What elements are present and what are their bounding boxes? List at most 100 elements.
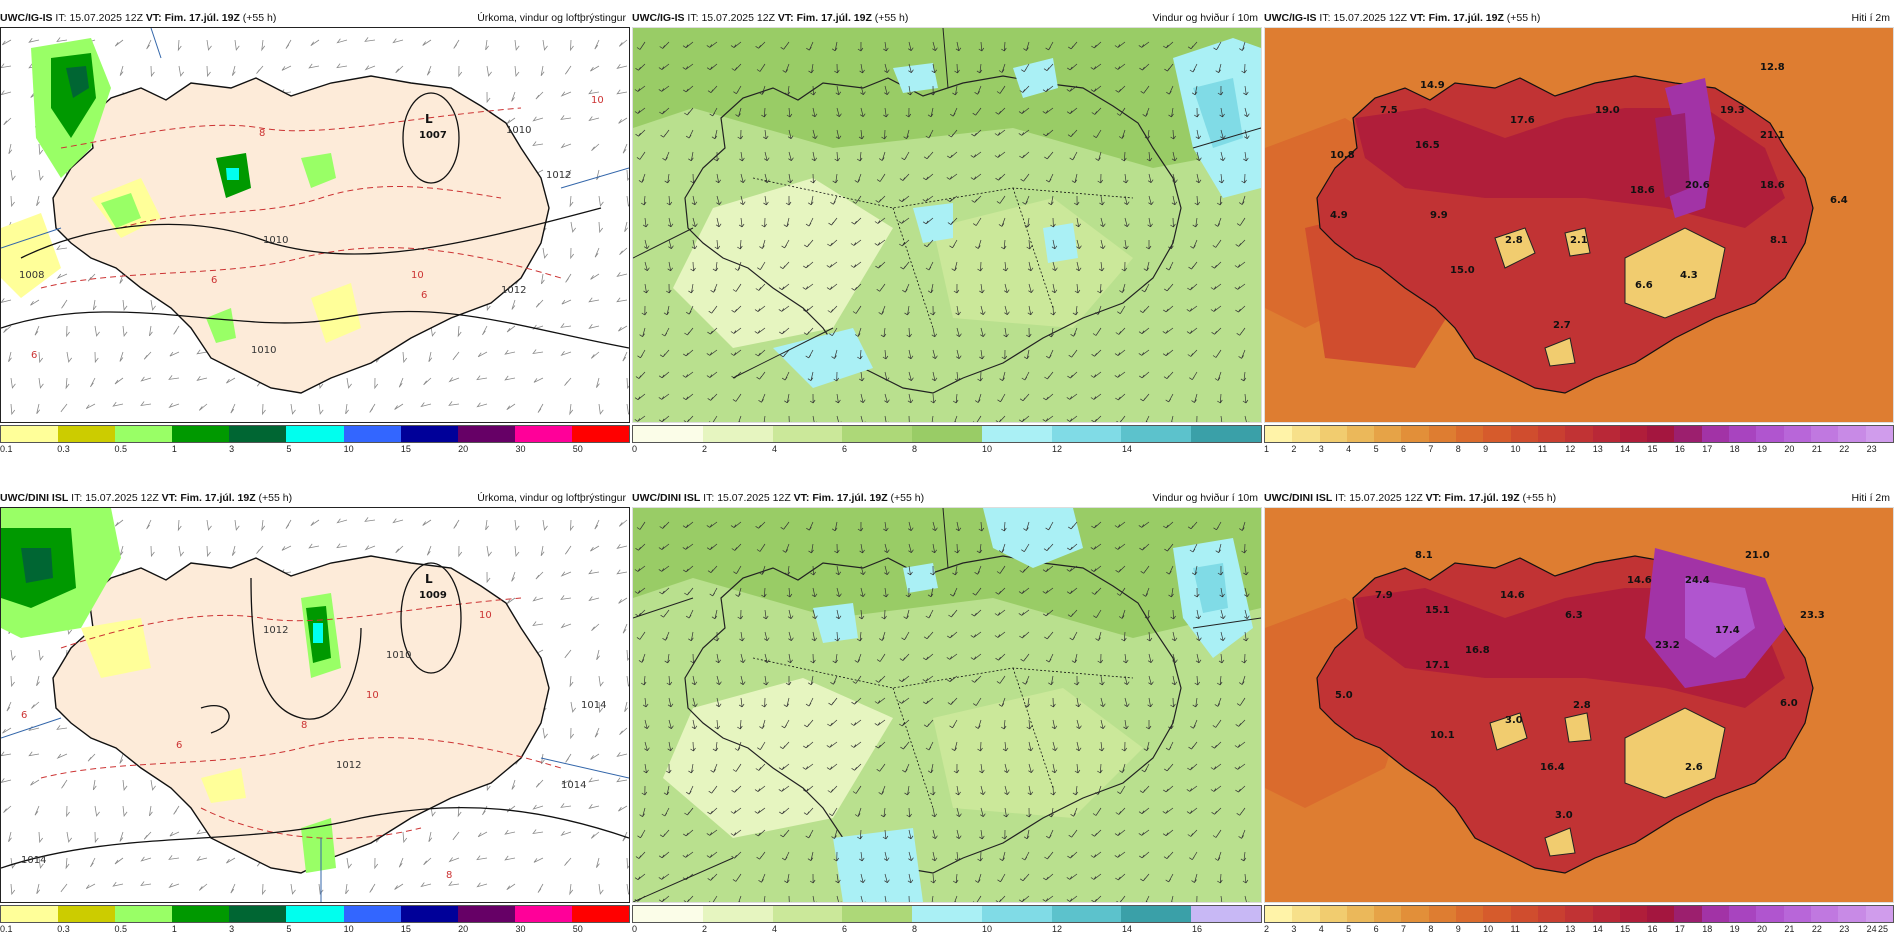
colorbar-tick-label: 14 [1122,924,1133,934]
wind-arrows [634,521,1250,902]
colorbar-swatch [1,426,59,442]
svg-text:8: 8 [301,720,307,731]
precip-colorbar [0,905,630,923]
wind-arrows [634,41,1250,422]
colorbar-tick-label: 3 [1291,924,1297,934]
colorbar-tick-label: 10 [982,924,993,934]
colorbar-swatch [633,906,703,922]
product-title: Hiti í 2m [1851,12,1890,24]
svg-text:1008: 1008 [19,270,44,281]
colorbar-tick-label: 6 [1400,444,1406,454]
it-value: 15.07.2025 12Z [1349,492,1423,504]
colorbar-tick-label: 12 [1537,924,1548,934]
svg-text:1010: 1010 [251,345,276,356]
colorbar-tick-label: 15 [1620,924,1631,934]
svg-text:4.9: 4.9 [1330,210,1348,221]
colorbar-swatch [702,426,773,442]
colorbar-tick-label: 30 [515,924,526,934]
vt-value: Fim. 17.júl. 19Z [164,12,240,24]
colorbar-tick-label: 25 [1878,924,1889,934]
colorbar-tick-label: 20 [1784,444,1795,454]
colorbar-tick-label: 20 [458,924,469,934]
temp-colorbar [1264,905,1894,923]
colorbar-tick-label: 1 [171,444,177,454]
panel-igis-temp: UWC/IG-IS IT: 15.07.2025 12Z VT: Fim. 17… [1264,10,1894,468]
svg-text:10: 10 [591,95,604,106]
colorbar-swatch [1456,906,1484,922]
colorbar-swatch [1865,426,1893,442]
colorbar-tick-label: 50 [572,444,583,454]
svg-text:1012: 1012 [546,170,571,181]
colorbar-swatch [1647,426,1675,442]
colorbar-swatch [1510,426,1538,442]
colorbar-swatch [1701,906,1730,922]
colorbar-tick-label: 0.3 [57,924,70,934]
precip-colorbar-labels: 0.1 0.3 0.5 1 3 5 10 15 20 30 50 [0,444,630,458]
colorbar-tick-label: 24 [1866,924,1877,934]
colorbar-swatch [1265,906,1293,922]
colorbar-tick-label: 1 [1264,444,1270,454]
svg-text:7.5: 7.5 [1380,105,1398,116]
colorbar-tick-label: 9 [1455,924,1461,934]
svg-text:14.6: 14.6 [1500,590,1525,601]
colorbar-swatch [1674,906,1702,922]
colorbar-tick-label: 30 [515,444,526,454]
svg-text:10: 10 [366,690,379,701]
colorbar-tick-label: 11 [1510,924,1520,934]
colorbar-swatch [1292,906,1320,922]
vt-value: Fim. 17.júl. 19Z [1428,12,1504,24]
product-title: Hiti í 2m [1851,492,1890,504]
wind-colorbar-labels: 0 2 4 6 8 10 12 14 16 [632,924,1262,938]
wind-map-svg [633,28,1261,422]
colorbar-tick-label: 22 [1839,444,1850,454]
colorbar-tick-label: 0.1 [0,924,13,934]
colorbar-tick-label: 2 [702,444,708,454]
colorbar-swatch [1428,906,1457,922]
colorbar-swatch [1783,906,1811,922]
product-title: Úrkoma, vindur og loftþrýstingur [477,492,626,504]
colorbar-swatch [981,906,1052,922]
precip-map: 1010 1010 1012 1008 1010 1012 10 8 6 6 6… [0,27,630,423]
colorbar-swatch [1051,426,1122,442]
colorbar-tick-label: 4 [1318,924,1324,934]
colorbar-tick-label: 3 [229,444,235,454]
colorbar-tick-label: 22 [1811,924,1822,934]
colorbar-swatch [1619,426,1648,442]
colorbar-swatch [1,906,59,922]
vt-label: VT: [1425,492,1442,504]
temp-map-svg: 8.1 21.0 7.9 14.6 14.6 24.4 15.1 6.3 17.… [1265,508,1893,902]
grid-lines [1,717,629,902]
svg-text:2.6: 2.6 [1685,762,1703,773]
colorbar-swatch [1592,906,1620,922]
colorbar-tick-label: 14 [1122,444,1133,454]
colorbar-tick-label: 8 [912,924,918,934]
low-pressure-center: L 1007 [419,112,447,141]
colorbar-swatch [772,426,843,442]
colorbar-swatch [1121,906,1192,922]
colorbar-tick-label: 10 [982,444,993,454]
colorbar-tick-label: 5 [1373,444,1379,454]
colorbar-swatch [1456,426,1484,442]
svg-text:L: L [425,112,433,126]
colorbar-tick-label: 0.5 [114,924,128,934]
colorbar-swatch [571,426,630,442]
panel-header: UWC/IG-IS IT: 15.07.2025 12Z VT: Fim. 17… [632,10,1262,27]
region-boundaries [752,657,1134,809]
vt-label: VT: [145,12,162,24]
colorbar-tick-label: 6 [842,444,848,454]
it-label: IT: [1319,12,1331,24]
colorbar-swatch [1401,906,1429,922]
svg-text:1009: 1009 [419,590,447,601]
colorbar-tick-label: 2 [1291,444,1297,454]
svg-text:3.0: 3.0 [1555,810,1573,821]
panel-header: UWC/IG-IS IT: 15.07.2025 12Z VT: Fim. 17… [0,10,630,27]
grid-lines [1,28,629,249]
it-value: 15.07.2025 12Z [701,12,775,24]
colorbar-swatch [1537,426,1566,442]
svg-text:10.1: 10.1 [1430,730,1455,741]
colorbar-tick-label: 16 [1674,444,1685,454]
colorbar-tick-label: 6 [1373,924,1379,934]
colorbar-tick-label: 10 [343,924,354,934]
wind-colorbar-labels: 0 2 4 6 8 10 12 14 [632,444,1262,458]
colorbar-swatch [1483,906,1511,922]
